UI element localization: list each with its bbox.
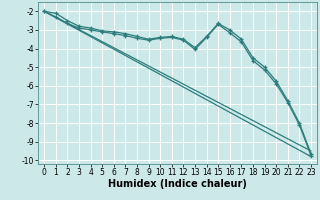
X-axis label: Humidex (Indice chaleur): Humidex (Indice chaleur) (108, 179, 247, 189)
